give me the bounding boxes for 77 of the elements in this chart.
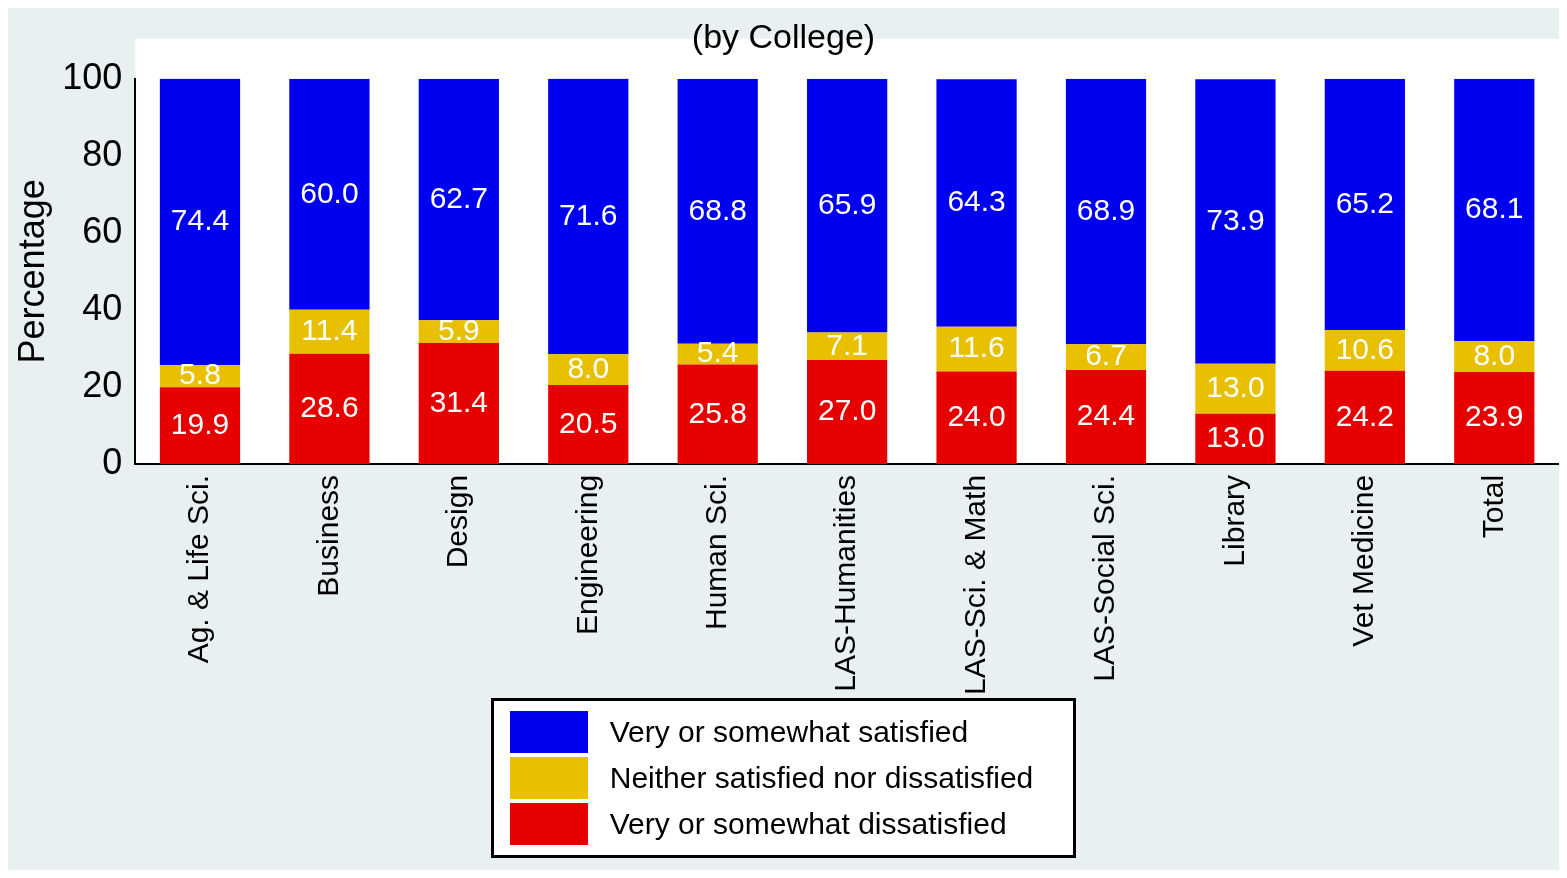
data-label: 24.2 bbox=[1335, 398, 1395, 432]
bar bbox=[1324, 78, 1405, 330]
data-label: 31.4 bbox=[429, 384, 489, 418]
y-tick-label: 100 bbox=[62, 55, 123, 97]
x-tick-label: LAS-Social Sci. bbox=[1087, 474, 1121, 682]
data-label: 71.6 bbox=[559, 197, 618, 231]
x-tick-label: Human Sci. bbox=[698, 474, 732, 630]
bar bbox=[548, 384, 629, 464]
x-tick-label: Library bbox=[1216, 474, 1250, 567]
bar bbox=[677, 364, 758, 464]
data-label: 13.0 bbox=[1206, 370, 1265, 404]
data-label: 13.0 bbox=[1206, 420, 1265, 454]
data-label: 20.5 bbox=[559, 405, 618, 439]
x-tick-label: Vet Medicine bbox=[1346, 474, 1380, 647]
bar bbox=[418, 78, 499, 321]
data-label: 28.6 bbox=[300, 390, 359, 424]
y-tick-label: 60 bbox=[82, 209, 123, 251]
legend-label: Very or somewhat satisfied bbox=[609, 715, 969, 749]
data-label: 65.9 bbox=[817, 186, 877, 220]
x-tick-label: Engineering bbox=[569, 474, 603, 636]
data-label: 24.4 bbox=[1076, 398, 1136, 432]
data-label: 11.4 bbox=[301, 313, 358, 347]
bar bbox=[677, 78, 758, 344]
data-label: 19.9 bbox=[170, 406, 230, 440]
data-label: 73.9 bbox=[1206, 202, 1265, 236]
data-label: 62.7 bbox=[429, 180, 489, 214]
data-label: 6.7 bbox=[1085, 338, 1127, 372]
data-label: 10.6 bbox=[1335, 331, 1395, 365]
data-label: 68.1 bbox=[1465, 191, 1524, 225]
data-label: 68.9 bbox=[1076, 192, 1136, 226]
data-label: 65.2 bbox=[1335, 185, 1395, 219]
bar bbox=[936, 79, 1017, 327]
y-tick-label: 80 bbox=[82, 132, 123, 174]
bar bbox=[1454, 78, 1535, 342]
bar bbox=[418, 342, 499, 464]
data-label: 23.9 bbox=[1465, 399, 1524, 433]
bar bbox=[807, 359, 888, 464]
data-label: 8.0 bbox=[567, 350, 610, 384]
legend-label: Neither satisfied nor dissatisfied bbox=[609, 761, 1034, 795]
bar bbox=[159, 78, 241, 365]
bar bbox=[289, 78, 370, 310]
bar bbox=[807, 78, 888, 333]
legend-label: Very or somewhat dissatisfied bbox=[609, 807, 1007, 841]
bar bbox=[1065, 369, 1147, 464]
data-label: 8.0 bbox=[1473, 337, 1516, 371]
data-label: 68.8 bbox=[688, 192, 747, 226]
data-label: 25.8 bbox=[688, 395, 747, 429]
bar bbox=[1065, 78, 1147, 345]
x-tick-label: LAS-Sci. & Math bbox=[957, 474, 991, 695]
y-tick-label: 0 bbox=[102, 440, 123, 482]
x-tick-label: LAS-Humanities bbox=[828, 474, 862, 692]
x-tick-label: Ag. & Life Sci. bbox=[181, 474, 215, 664]
y-tick-label: 20 bbox=[82, 363, 123, 405]
bar bbox=[548, 78, 629, 355]
data-label: 5.9 bbox=[437, 312, 480, 346]
y-axis-title: Percentage bbox=[10, 179, 52, 364]
bar bbox=[159, 387, 241, 464]
data-label: 64.3 bbox=[947, 184, 1006, 218]
bar bbox=[289, 309, 370, 354]
data-label: 5.8 bbox=[179, 357, 221, 391]
data-label: 27.0 bbox=[817, 393, 877, 427]
bar bbox=[1195, 79, 1276, 364]
bar bbox=[1454, 371, 1535, 464]
data-label: 24.0 bbox=[947, 398, 1006, 432]
bar bbox=[1324, 370, 1405, 464]
x-tick-label: Business bbox=[310, 474, 344, 597]
x-tick-label: Total bbox=[1475, 474, 1509, 539]
data-label: 5.4 bbox=[696, 335, 739, 369]
bar bbox=[936, 371, 1017, 464]
chart-title: (by College) bbox=[691, 16, 876, 55]
y-tick-label: 40 bbox=[82, 286, 123, 328]
data-label: 7.1 bbox=[826, 327, 868, 361]
data-label: 74.4 bbox=[170, 202, 230, 236]
data-label: 60.0 bbox=[300, 175, 359, 209]
data-label: 11.6 bbox=[948, 330, 1005, 364]
bar bbox=[289, 353, 370, 464]
x-tick-label: Design bbox=[440, 474, 474, 569]
